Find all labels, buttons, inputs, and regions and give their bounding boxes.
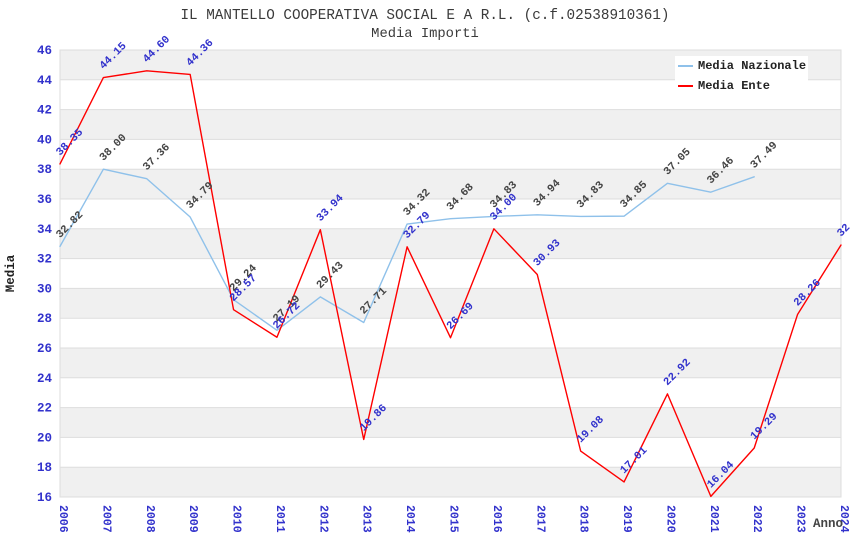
svg-text:2007: 2007 xyxy=(99,505,112,533)
svg-text:16: 16 xyxy=(37,491,52,505)
svg-text:2011: 2011 xyxy=(273,505,286,533)
svg-text:42: 42 xyxy=(37,104,52,118)
svg-text:Anno: Anno xyxy=(813,517,843,531)
svg-text:20: 20 xyxy=(37,431,52,445)
svg-text:2008: 2008 xyxy=(143,505,156,533)
svg-text:28: 28 xyxy=(37,312,52,326)
svg-text:24: 24 xyxy=(37,372,53,386)
svg-text:2018: 2018 xyxy=(577,505,590,533)
svg-text:46: 46 xyxy=(37,44,52,58)
svg-text:26: 26 xyxy=(37,342,52,356)
svg-text:2022: 2022 xyxy=(750,505,763,533)
svg-text:2017: 2017 xyxy=(533,505,546,533)
svg-text:40: 40 xyxy=(37,133,52,147)
svg-text:2019: 2019 xyxy=(620,505,633,533)
svg-text:2023: 2023 xyxy=(794,505,807,533)
svg-text:2015: 2015 xyxy=(447,505,460,533)
svg-text:34: 34 xyxy=(37,223,53,237)
svg-text:2009: 2009 xyxy=(186,505,199,533)
svg-text:22: 22 xyxy=(37,402,52,416)
svg-text:18: 18 xyxy=(37,461,52,475)
svg-text:2006: 2006 xyxy=(56,505,69,533)
svg-text:2016: 2016 xyxy=(490,505,503,533)
svg-text:2021: 2021 xyxy=(707,505,720,533)
svg-text:2010: 2010 xyxy=(230,505,243,533)
svg-text:Media: Media xyxy=(4,254,18,292)
svg-text:30: 30 xyxy=(37,282,52,296)
svg-text:36: 36 xyxy=(37,193,52,207)
svg-text:2012: 2012 xyxy=(316,505,329,533)
svg-text:2014: 2014 xyxy=(403,505,416,533)
svg-text:44: 44 xyxy=(37,74,53,88)
svg-text:2013: 2013 xyxy=(360,505,373,533)
svg-text:32: 32 xyxy=(37,253,52,267)
svg-text:2020: 2020 xyxy=(663,505,676,533)
svg-text:38: 38 xyxy=(37,163,52,177)
